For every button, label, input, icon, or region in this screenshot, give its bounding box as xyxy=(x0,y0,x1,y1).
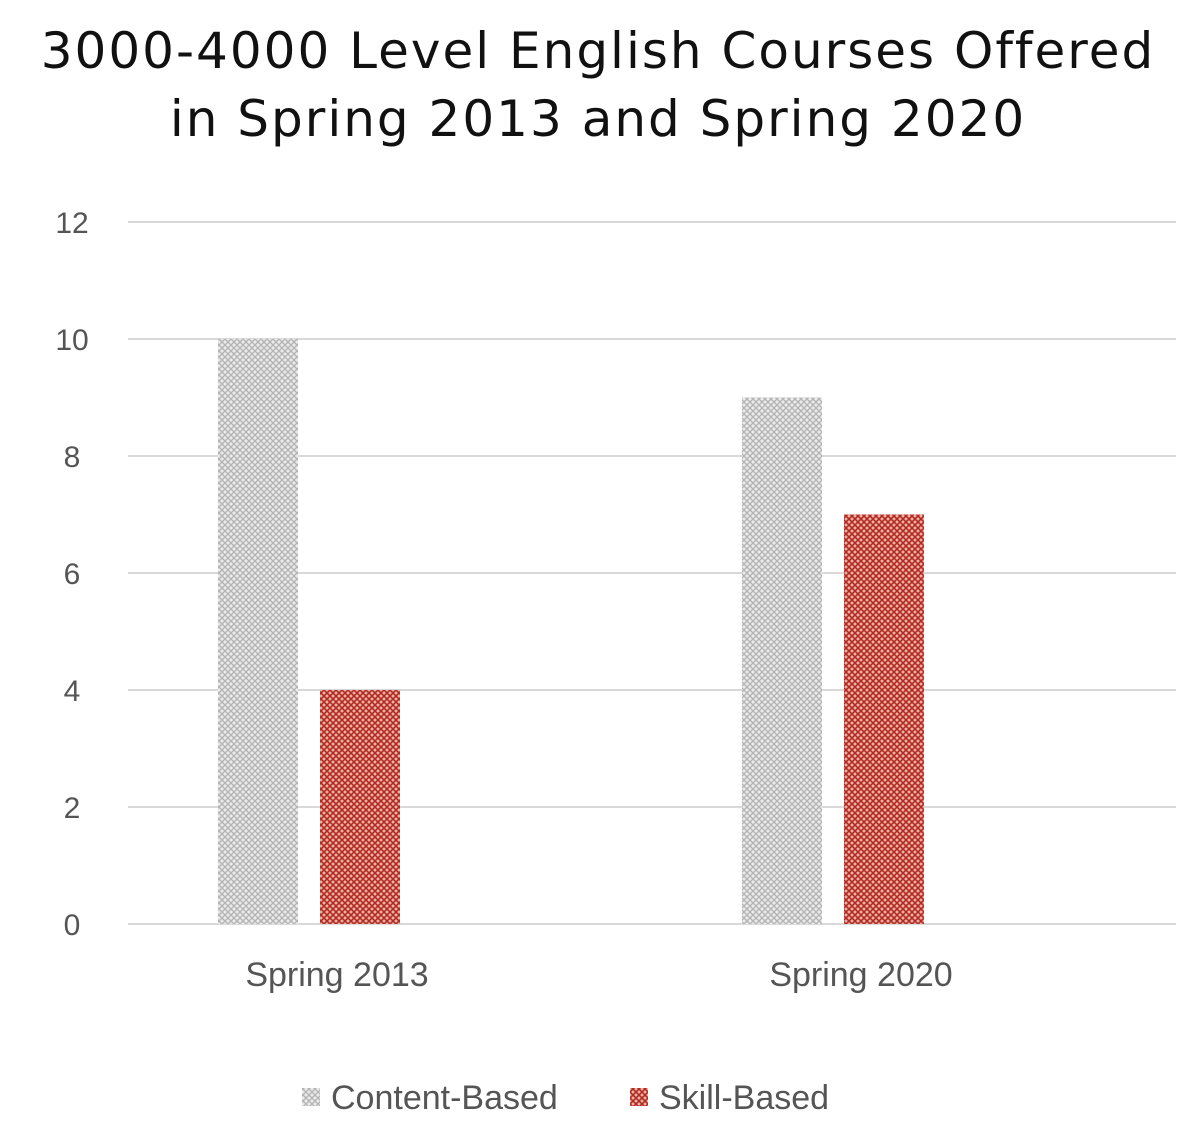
x-tick-label: Spring 2013 xyxy=(245,956,428,994)
legend-swatch-content-based xyxy=(302,1088,320,1106)
y-tick-label: 4 xyxy=(64,675,81,708)
x-axis-tick-labels: Spring 2013 Spring 2020 xyxy=(245,956,952,994)
y-tick-label: 6 xyxy=(64,558,81,591)
y-tick-label: 12 xyxy=(55,207,88,240)
bar-skill-based-spring-2013 xyxy=(320,690,400,924)
y-tick-label: 2 xyxy=(64,792,81,825)
legend-label-content-based: Content-Based xyxy=(331,1079,558,1117)
bars xyxy=(218,339,924,924)
y-axis-tick-labels: 0 2 4 6 8 10 12 xyxy=(55,207,88,942)
y-tick-label: 10 xyxy=(55,324,88,357)
chart-title-line-1: 3000-4000 Level English Courses Offered xyxy=(41,22,1156,80)
legend-swatch-skill-based xyxy=(630,1088,648,1106)
y-tick-label: 8 xyxy=(64,441,81,474)
bar-content-based-spring-2013 xyxy=(218,339,298,924)
chart-title-line-2: in Spring 2013 and Spring 2020 xyxy=(170,90,1026,148)
chart-title: 3000-4000 Level English Courses Offered … xyxy=(41,22,1156,148)
bar-skill-based-spring-2020 xyxy=(844,514,924,924)
bar-content-based-spring-2020 xyxy=(742,397,822,924)
x-tick-label: Spring 2020 xyxy=(769,956,952,994)
legend-label-skill-based: Skill-Based xyxy=(659,1079,829,1117)
gridlines xyxy=(128,221,1176,925)
y-tick-label: 0 xyxy=(64,909,81,942)
legend: Content-Based Skill-Based xyxy=(302,1079,829,1117)
